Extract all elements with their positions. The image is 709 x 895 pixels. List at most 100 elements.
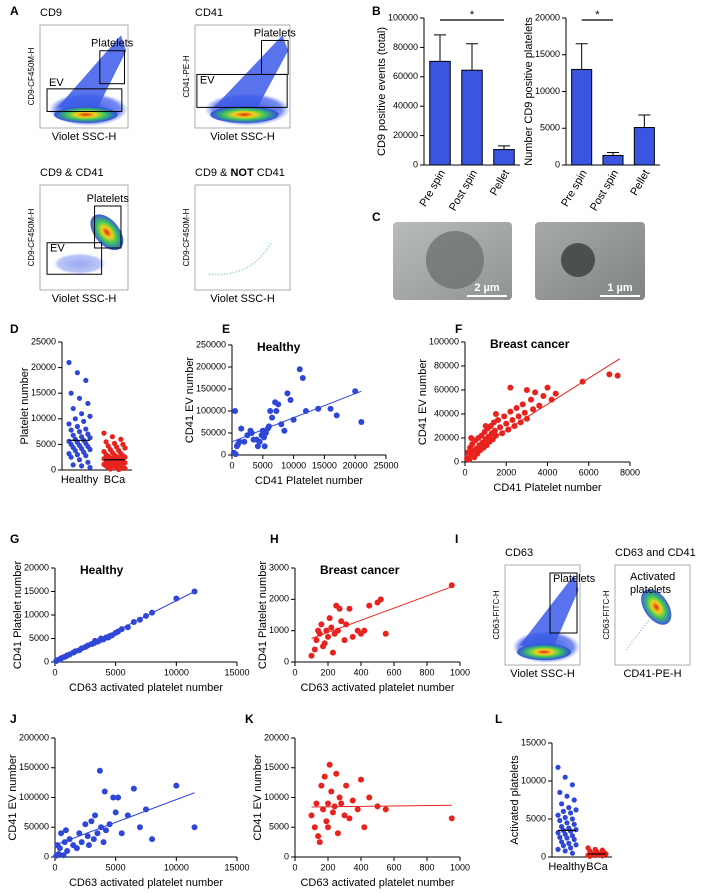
error-bar (638, 114, 651, 128)
x-tick-label: Healthy (61, 474, 99, 486)
data-point (336, 605, 343, 612)
y-tick-label: 2000 (269, 594, 289, 604)
data-point (83, 426, 89, 432)
x-tick-label: Pre spin (418, 168, 449, 209)
data-point (507, 384, 514, 391)
y-axis-label: CD41 EV number (252, 754, 264, 841)
data-point (191, 824, 198, 831)
y-tick-label: 0 (44, 656, 49, 666)
data-point (501, 413, 508, 420)
data-point (281, 427, 288, 434)
vesicle (426, 231, 484, 289)
y-tick-label: 250000 (196, 339, 226, 349)
flow-plot-title: CD63 (505, 547, 533, 559)
data-point (552, 390, 559, 397)
data-point (76, 457, 83, 463)
x-tick-label: 200 (320, 862, 335, 872)
data-point (491, 427, 498, 434)
gate (46, 88, 123, 113)
data-point (448, 582, 455, 589)
y-tick-label: 15000 (24, 586, 49, 596)
y-tick-label: 80000 (393, 42, 418, 52)
data-point (566, 840, 572, 846)
data-point (507, 408, 514, 415)
data-point (325, 824, 331, 831)
data-point (528, 396, 534, 403)
data-point (92, 812, 99, 819)
data-point (267, 408, 274, 414)
data-point (564, 793, 570, 799)
data-point (326, 761, 333, 768)
y-tick-label: 200000 (196, 361, 226, 371)
density-cloud (53, 253, 106, 275)
data-point (311, 646, 318, 653)
y-tick-label: 3000 (269, 562, 289, 572)
data-point (519, 401, 526, 408)
fit-line (54, 792, 195, 846)
density-core (641, 589, 672, 625)
data-point (74, 423, 80, 430)
y-tick-label: 0 (555, 159, 560, 169)
data-point (325, 633, 331, 640)
data-point (562, 848, 568, 854)
data-point (70, 462, 76, 468)
data-point (72, 416, 78, 422)
y-tick-label: 5000 (526, 813, 546, 823)
data-point (497, 424, 504, 431)
y-axis-label: CD41 EV number (7, 754, 19, 841)
x-tick-label: 10000 (164, 862, 189, 872)
y-tick-label: 0 (413, 159, 418, 169)
data-point (70, 405, 76, 412)
data-point (571, 836, 577, 843)
y-tick-label: 20000 (434, 432, 459, 442)
x-tick-label: 1000 (450, 862, 470, 872)
data-point (338, 618, 345, 625)
y-tick-label: 0 (221, 449, 226, 459)
fit-line (54, 591, 195, 663)
data-point (56, 845, 63, 852)
data-point (238, 425, 245, 432)
bar (633, 127, 655, 166)
panel-label: G (10, 532, 19, 546)
data-point (382, 806, 389, 813)
y-tick-label: 0 (541, 851, 546, 861)
data-point (557, 834, 563, 840)
data-point (73, 845, 80, 852)
vesicle (561, 243, 595, 277)
data-point (555, 830, 561, 836)
x-tick-label: Healthy (548, 861, 586, 873)
flow-plot-frame (194, 184, 291, 291)
panel-label: H (270, 532, 279, 546)
data-point (84, 833, 91, 840)
data-point (361, 824, 368, 831)
plot-annotation: Activated (630, 571, 675, 583)
data-point (311, 824, 318, 831)
y-tick-label: 5000 (540, 123, 560, 133)
flow-x-label: Violet SSC-H (52, 131, 117, 143)
y-axis-label: CD9 positive events (total) (376, 27, 388, 156)
flow-plot-title: CD9 & NOT CD41 (195, 167, 285, 179)
data-point (328, 624, 335, 631)
data-point (532, 389, 539, 396)
data-point (562, 774, 568, 780)
x-tick-label: 25000 (373, 460, 398, 470)
data-point (482, 423, 489, 429)
x-tick-label: 5000 (106, 862, 126, 872)
data-point (118, 830, 125, 837)
gate (261, 39, 289, 75)
data-point (72, 447, 78, 454)
data-point (366, 602, 373, 609)
flow-y-label: CD9-CF450M-H (182, 208, 191, 266)
data-point (614, 372, 621, 379)
data-point (83, 453, 89, 459)
gate (94, 205, 122, 249)
data-point (74, 370, 80, 376)
panel-label: B (372, 4, 381, 18)
data-point (466, 456, 473, 463)
data-point (346, 815, 353, 822)
y-axis-label: CD41 EV number (184, 357, 196, 444)
y-tick-label: 0 (284, 851, 289, 861)
data-point (530, 406, 537, 413)
data-point (100, 839, 107, 846)
